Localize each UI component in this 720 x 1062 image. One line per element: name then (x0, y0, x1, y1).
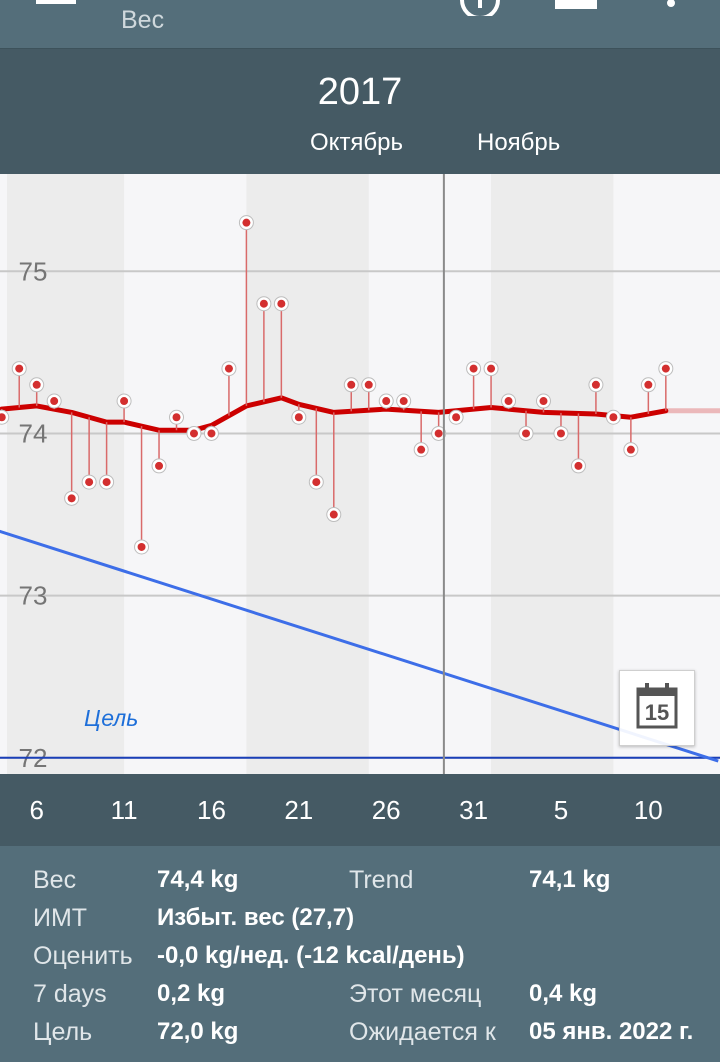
measurement-point (189, 429, 198, 438)
date-tick-label: 5 (553, 795, 569, 825)
clock-icon[interactable] (458, 0, 502, 16)
chart-header: 2017 Октябрь Ноябрь (0, 49, 720, 174)
measurement-point (224, 364, 233, 373)
measurement-point (50, 397, 59, 406)
measurement-point (137, 542, 146, 551)
stat-value-secondary: 0,4 kg (529, 980, 598, 1007)
measurement-point (556, 429, 565, 438)
year-label: 2017 (317, 71, 403, 113)
stat-value: -0,0 kg/нед. (-12 kcal/день) (157, 942, 465, 969)
measurement-point (574, 461, 583, 470)
y-tick-label: 73 (19, 581, 48, 611)
more-vert-icon[interactable] (664, 0, 678, 12)
date-axis-bar[interactable]: 6 11 16 21 26 31 5 10 15 (0, 774, 720, 846)
measurement-point (399, 397, 408, 406)
date-tick-label: 11 (110, 795, 138, 825)
measurement-point (0, 413, 6, 422)
stat-label-secondary: Ожидается к (349, 1018, 496, 1046)
measurement-point (259, 299, 268, 308)
measurement-point (644, 380, 653, 389)
trend-line (0, 395, 669, 433)
measurement-point (294, 413, 303, 422)
date-tick-label: 15 (706, 795, 720, 826)
measurement-point (382, 397, 391, 406)
measurement-point (207, 429, 216, 438)
measurement-point (591, 380, 600, 389)
measurement-point (155, 461, 164, 470)
week-band (246, 174, 369, 774)
date-tick-label: 21 (284, 795, 314, 825)
stat-value: 0,2 kg (157, 980, 226, 1007)
measurement-point (347, 380, 356, 389)
date-tick-label: 31 (459, 795, 489, 825)
stat-label: Вес (33, 866, 77, 894)
stat-label: Цель (33, 1018, 93, 1046)
stat-label: ИМТ (33, 904, 88, 932)
y-tick-label: 74 (19, 418, 48, 448)
stat-label-secondary: Trend (349, 866, 414, 894)
measurement-point (539, 397, 548, 406)
projection-line (0, 529, 719, 763)
measurement-point (417, 445, 426, 454)
stats-panel: Вес 74,4 kg Trend 74,1 kg ИМТ Избыт. вес (27,… (0, 846, 720, 1062)
y-tick-label: 75 (19, 256, 48, 286)
measurement-point (67, 494, 76, 503)
measurement-point (626, 445, 635, 454)
calendar-icon (636, 683, 678, 729)
measurement-point (172, 413, 181, 422)
measurement-point (242, 218, 251, 227)
week-band (491, 174, 614, 774)
date-tick-label: 16 (197, 795, 226, 825)
app-bar: Вес (0, 0, 720, 49)
measurement-point (15, 364, 24, 373)
stat-value: 72,0 kg (157, 1018, 239, 1045)
measurement-point (434, 429, 443, 438)
stat-value: Избыт. вес (27,7) (157, 904, 355, 931)
stat-value: 74,4 kg (157, 866, 239, 893)
month-label-october[interactable]: Октябрь (310, 129, 404, 156)
date-tick-label: 6 (29, 795, 44, 825)
measurement-point (661, 364, 670, 373)
measurement-point (329, 510, 338, 519)
measurement-point (364, 380, 373, 389)
calendar-today-button[interactable]: 15 (619, 670, 695, 746)
goal-label: Цель (84, 705, 139, 731)
measurement-point (85, 478, 94, 487)
date-tick-label: 10 (633, 795, 663, 825)
measurement-point (277, 299, 286, 308)
measurement-point (452, 413, 461, 422)
weight-chart[interactable]: 75 74 73 72 Цель 15 (0, 174, 720, 774)
calendar-view-icon[interactable] (555, 0, 599, 12)
month-label-november[interactable]: Ноябрь (477, 129, 561, 156)
stat-label: 7 days (33, 980, 107, 1008)
measurement-point (522, 429, 531, 438)
stat-label: Оценить (33, 942, 133, 970)
measurement-point (487, 364, 496, 373)
stat-label-secondary: Этот месяц (349, 980, 482, 1008)
calendar-day-number: 15 (644, 700, 670, 725)
measurement-point (102, 478, 111, 487)
app-title: Вес (121, 6, 165, 34)
menu-icon[interactable] (36, 0, 78, 12)
measurement-point (120, 397, 129, 406)
date-tick-label: 26 (371, 795, 401, 825)
week-band (6, 174, 125, 774)
measurement-point (504, 397, 513, 406)
stat-value-secondary: 74,1 kg (529, 866, 611, 893)
measurement-point (469, 364, 478, 373)
measurement-point (609, 413, 618, 422)
measurement-point (312, 478, 321, 487)
measurement-point (32, 380, 41, 389)
stat-value-secondary: 05 янв. 2022 г. (529, 1018, 694, 1045)
